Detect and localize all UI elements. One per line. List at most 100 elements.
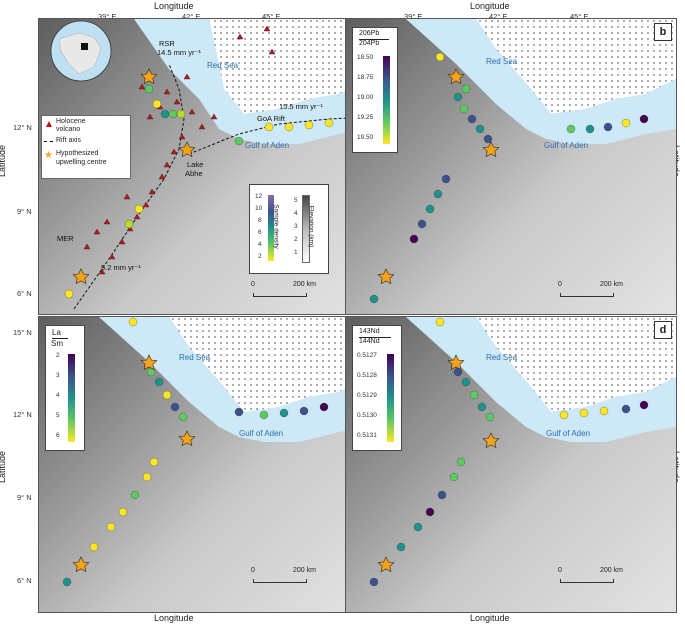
colorbar-b-tick-3: 19.25 (357, 114, 374, 121)
lon-tick-top-b2: 42° E (489, 12, 508, 21)
panel-b-map (369, 19, 676, 304)
density-tick-8: 8 (258, 217, 262, 224)
gulf-aden-label-d: Gulf of Aden (546, 429, 591, 438)
panel-label-b: b (654, 23, 672, 41)
red-sea-label-c: Red Sea (179, 353, 211, 362)
colorbar-d-gradient (387, 354, 394, 442)
lake-abhe-label-line1: Lake (187, 160, 204, 169)
colorbar-d-title-rule (359, 337, 391, 338)
scalebar-end-c: 200 km (293, 567, 316, 574)
lat-tick-left-a-12: 12° N (13, 123, 32, 132)
rift-axis-line (73, 63, 185, 310)
gulf-aden-label-a: Gulf of Aden (245, 141, 290, 150)
legend-holocene: Holocene (56, 118, 86, 125)
colorbar-c-tick-4: 6 (56, 432, 60, 439)
scalebar-zero-c: 0 (251, 567, 255, 574)
density-tick-6: 6 (258, 229, 262, 236)
legend-star-icon: ★ (44, 150, 53, 161)
legend-rift-icon (44, 141, 53, 142)
scalebar-zero-a: 0 (251, 281, 255, 288)
sample-hexagons-c (62, 317, 329, 587)
density-axis-title: Sample density (272, 204, 280, 249)
legend-volcano-icon (46, 121, 52, 127)
lon-tick-top-a3: 45° E (262, 12, 281, 21)
panel-c: c Red Sea Gulf of Aden La Sm 2 3 4 5 6 0… (38, 316, 370, 613)
lat-tick-left-c-9: 9° N (17, 493, 32, 502)
lat-tick-left-c-15: 15° N (13, 328, 32, 337)
red-sea-label-a: Red Sea (207, 61, 239, 70)
sample-hexagons-b (369, 52, 649, 304)
elev-tick-2: 2 (294, 236, 298, 243)
colorbar-c: La Sm 2 3 4 5 6 (45, 325, 85, 451)
density-elevation-legend: 12 10 8 6 4 2 5 4 3 2 1 Sample density E… (249, 184, 329, 274)
elev-tick-1: 1 (294, 249, 298, 256)
colorbar-c-title-top: La (52, 328, 61, 337)
legend-panel-a: Holocene volcano Rift axis ★ Hypothesize… (41, 115, 131, 179)
scalebar-line-c (253, 579, 307, 583)
colorbar-c-gradient (68, 354, 75, 442)
upwelling-stars-c (72, 354, 196, 573)
scalebar-end-d: 200 km (600, 567, 623, 574)
lat-tick-left-c-6: 6° N (17, 576, 32, 585)
colorbar-b-gradient (383, 56, 390, 144)
panel-c-map (62, 317, 369, 587)
colorbar-c-title-rule (52, 338, 68, 339)
colorbar-d-tick-2: 0.5129 (357, 392, 377, 399)
lon-tick-top-a2: 42° E (182, 12, 201, 21)
gulf-aden-label-b: Gulf of Aden (544, 141, 589, 150)
upwelling-stars-a (72, 68, 196, 285)
elev-tick-5: 5 (294, 197, 298, 204)
colorbar-c-title-bottom: Sm (51, 339, 63, 348)
scalebar-line-b (560, 293, 614, 297)
volcanoes (83, 25, 276, 275)
goa-rate-label: 15.5 mm yr⁻¹ (279, 102, 323, 111)
lat-tick-left-c-12: 12° N (13, 410, 32, 419)
sample-hexagons-d (369, 317, 649, 587)
panel-a-map (50, 19, 369, 310)
colorbar-b-tick-0: 18.50 (357, 54, 374, 61)
red-sea-label-b: Red Sea (486, 57, 518, 66)
scalebar-end-a: 200 km (293, 281, 316, 288)
panel-a: a Red Sea Gulf of Aden RSR 14.5 mm yr⁻¹ … (38, 18, 370, 315)
upwelling-stars-d (377, 354, 500, 573)
globe-land (58, 32, 102, 75)
panel-d-map (369, 317, 676, 587)
panel-label-d: d (654, 321, 672, 339)
scalebar-zero-b: 0 (558, 281, 562, 288)
colorbar-c-tick-3: 5 (56, 412, 60, 419)
red-sea-gulf-water (134, 19, 369, 144)
colorbar-b-tick-1: 18.75 (357, 74, 374, 81)
scalebar-line-d (560, 579, 614, 583)
globe-focus-box (81, 43, 88, 50)
legend-upwelling: upwelling centre (56, 159, 107, 166)
dotted-land-ne (209, 19, 369, 114)
legend-rift-axis: Rift axis (56, 137, 81, 144)
latitude-title-left-top: Latitude (0, 144, 8, 178)
colorbar-d-tick-1: 0.5128 (357, 372, 377, 379)
colorbar-b-title-bottom: 204Pb (359, 40, 380, 47)
mer-rate-label: 5.2 mm yr⁻¹ (101, 263, 141, 272)
upwelling-stars-b (377, 68, 500, 285)
legend-hypothesized: Hypothesized (56, 150, 99, 157)
longitude-title-top-left: Longitude (154, 1, 194, 11)
dotted-land-ne-d (476, 317, 676, 412)
scalebar-zero-d: 0 (558, 567, 562, 574)
gulf-aden-label-c: Gulf of Aden (239, 429, 284, 438)
scalebar-end-b: 200 km (600, 281, 623, 288)
rsr-label: RSR (159, 39, 175, 48)
colorbar-d-tick-4: 0.5131 (357, 432, 377, 439)
colorbar-b-title-rule (359, 39, 389, 40)
colorbar-b-tick-4: 19.50 (357, 134, 374, 141)
red-sea-gulf-water-d (406, 317, 676, 442)
scalebar-line-a (253, 293, 307, 297)
dotted-land-ne-c (169, 317, 369, 412)
lat-tick-left-a-9: 9° N (17, 207, 32, 216)
goa-rift-label: GoA Rift (257, 114, 285, 123)
elevation-axis-title: Elevation (km) (307, 205, 315, 248)
density-tick-2: 2 (258, 253, 262, 260)
colorbar-d-title-top: 143Nd (359, 328, 380, 335)
dotted-land-ne-b (476, 19, 676, 114)
colorbar-b-tick-2: 19.00 (357, 94, 374, 101)
colorbar-d-title-bottom: 144Nd (359, 338, 380, 345)
colorbar-d-tick-3: 0.5130 (357, 412, 377, 419)
